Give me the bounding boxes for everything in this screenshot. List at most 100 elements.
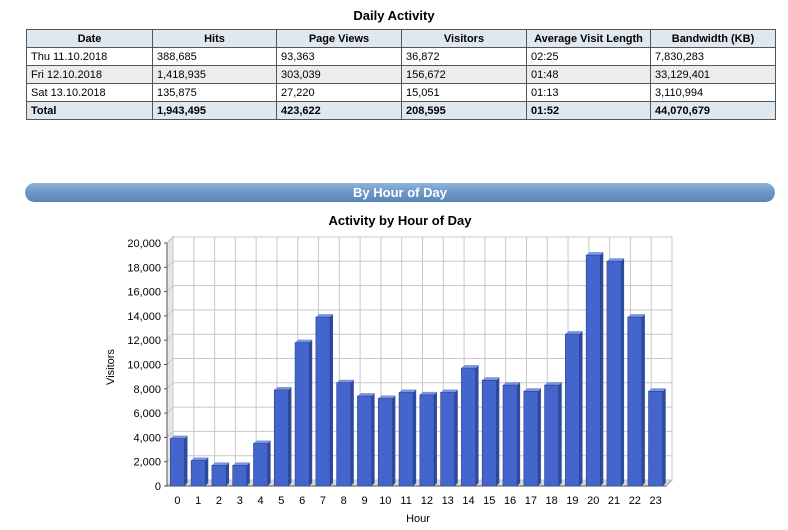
bar-front (481, 379, 497, 487)
bar-top (357, 393, 375, 397)
y-tick-label: 8,000 (133, 384, 161, 396)
x-tick-label: 0 (174, 495, 180, 507)
x-tick-label: 18 (546, 495, 558, 507)
chart-title: Activity by Hour of Day (328, 213, 472, 228)
bar-front (294, 342, 310, 487)
cell-bandwidth: 33,129,401 (650, 65, 776, 84)
bar-front (461, 367, 476, 487)
gridline-side (166, 333, 174, 341)
y-tick-label: 10,000 (127, 360, 161, 372)
bar-11 (398, 389, 417, 487)
bar-side (184, 435, 188, 486)
bar-21 (606, 258, 625, 487)
x-axis-label: Hour (406, 513, 430, 525)
bar-front (170, 438, 185, 487)
bar-side (496, 377, 500, 486)
y-tick-label: 20,000 (127, 238, 161, 250)
bar-front (627, 316, 643, 487)
bar-top (440, 389, 458, 393)
bar-side (433, 391, 437, 486)
total-bandwidth: 44,070,679 (650, 101, 776, 120)
by-hour-section-header[interactable]: By Hour of Day (25, 183, 775, 202)
y-tick-label: 14,000 (127, 311, 161, 323)
daily-activity-title: Daily Activity (353, 8, 435, 23)
total-label: Total (26, 101, 153, 120)
bar-side (454, 389, 458, 486)
gridline-side (166, 431, 174, 438)
y-tick-labels: 0 2,000 4,000 6,000 8,000 10,000 12,000 14,000 1… (127, 238, 167, 493)
bar-0 (170, 435, 188, 487)
bar-front (273, 389, 289, 487)
bar-top (211, 462, 230, 466)
y-tick-label: 16,000 (127, 287, 161, 299)
bar-front (648, 390, 663, 487)
bar-front (544, 384, 560, 487)
header-page-views: Page Views (276, 29, 402, 48)
x-tick-label: 9 (361, 495, 367, 507)
bar-top (170, 435, 188, 439)
bar-side (371, 393, 375, 486)
bar-23 (648, 388, 666, 487)
table-row: Fri 12.10.2018 1,418,935 303,039 156,672… (26, 65, 776, 84)
table-row: Thu 11.10.2018 388,685 93,363 36,872 02:… (26, 47, 776, 66)
bar-front (585, 254, 601, 487)
bar-top (586, 252, 604, 256)
bar-5 (273, 387, 292, 487)
bar-top (419, 391, 437, 395)
x-tick-label: 1 (195, 495, 201, 507)
gridline-side (166, 285, 174, 292)
bar-side (309, 339, 313, 486)
x-tick-label: 14 (462, 495, 474, 507)
bar-top (648, 388, 666, 392)
gridline-side (166, 236, 174, 244)
bar-side (246, 462, 250, 486)
bar-top (336, 379, 354, 383)
bar-front (502, 384, 518, 487)
header-hits: Hits (152, 29, 277, 48)
bar-front (211, 465, 227, 487)
bar-side (330, 314, 334, 486)
bar-front (419, 394, 435, 487)
gridline-side (166, 406, 174, 414)
bar-22 (627, 314, 645, 487)
gridline-side (166, 382, 174, 390)
header-date: Date (26, 29, 153, 48)
bar-4 (253, 440, 271, 487)
x-tick-label: 22 (629, 495, 641, 507)
bar-front (377, 398, 393, 487)
bar-top (461, 365, 479, 369)
bar-front (190, 460, 206, 487)
bar-front (565, 333, 580, 487)
bar-front (253, 443, 268, 487)
daily-activity-table: Date Hits Page Views Visitors Average Vi… (26, 29, 776, 120)
y-tick-label: 6,000 (133, 408, 161, 420)
bar-2 (211, 462, 230, 487)
x-tick-label: 20 (587, 495, 599, 507)
x-tick-label: 8 (341, 495, 347, 507)
x-tick-label: 16 (504, 495, 516, 507)
bar-side (226, 462, 230, 486)
y-tick-label: 18,000 (127, 262, 161, 274)
bar-front (398, 392, 414, 487)
table-row: Sat 13.10.2018 135,875 27,220 15,051 01:… (26, 83, 776, 102)
cell-visitors: 156,672 (401, 65, 527, 84)
bar-side (413, 389, 417, 486)
bar-3 (232, 462, 250, 487)
bar-top (627, 314, 645, 318)
x-tick-label: 21 (608, 495, 620, 507)
bar-13 (440, 389, 458, 487)
bar-20 (585, 252, 604, 487)
bar-6 (294, 339, 313, 487)
bar-top (378, 395, 396, 399)
bar-top (502, 382, 521, 386)
bar-7 (315, 314, 334, 487)
bar-top (274, 387, 292, 391)
bar-1 (190, 457, 209, 487)
bar-15 (481, 377, 500, 487)
bar-12 (419, 391, 437, 487)
x-tick-label: 5 (278, 495, 284, 507)
x-tick-label: 23 (649, 495, 661, 507)
x-tick-label: 13 (442, 495, 454, 507)
x-tick-label: 3 (237, 495, 243, 507)
